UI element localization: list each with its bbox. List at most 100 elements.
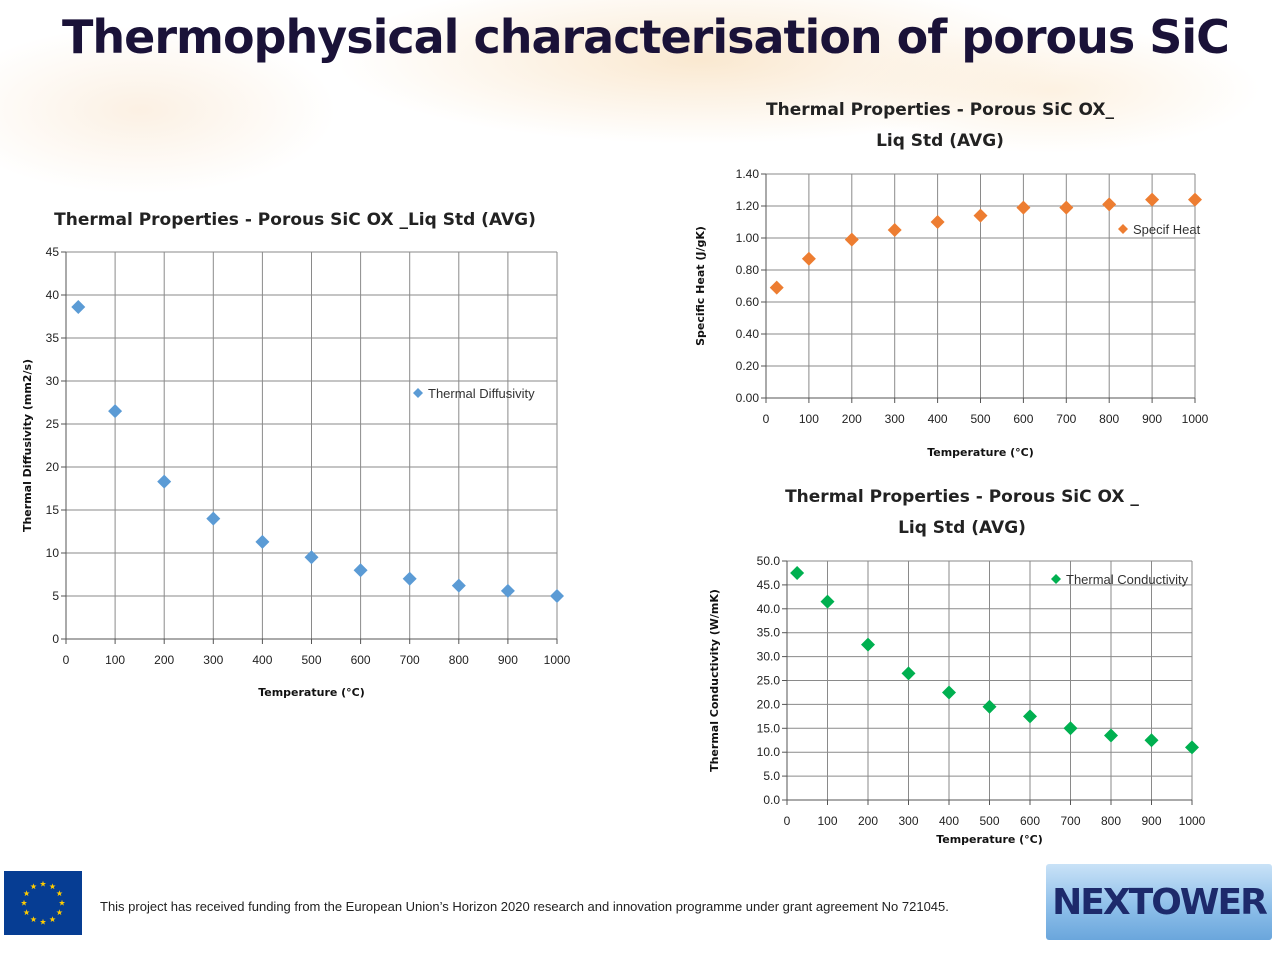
x-tick-label: 800 bbox=[1101, 814, 1121, 828]
data-point bbox=[500, 583, 515, 598]
eu-star-icon bbox=[39, 880, 47, 887]
x-tick-label: 400 bbox=[252, 653, 272, 667]
x-tick-label: 0 bbox=[63, 653, 70, 667]
x-axis-label: Temperature (°C) bbox=[927, 446, 1034, 459]
x-tick-label: 600 bbox=[351, 653, 371, 667]
y-tick-label: 15 bbox=[46, 503, 60, 517]
x-tick-label: 600 bbox=[1020, 814, 1040, 828]
x-tick-label: 700 bbox=[1060, 814, 1080, 828]
eu-star-icon bbox=[30, 916, 37, 923]
y-axis-label: Specific Heat (J/gK) bbox=[694, 226, 707, 346]
x-tick-label: 100 bbox=[817, 814, 837, 828]
data-point bbox=[844, 232, 859, 247]
chart-title: Liq Std (AVG) bbox=[876, 131, 1004, 151]
eu-flag-icon bbox=[4, 871, 82, 935]
legend-marker bbox=[1051, 574, 1061, 584]
legend-label: Thermal Diffusivity bbox=[428, 386, 535, 401]
x-axis-label: Temperature (°C) bbox=[936, 833, 1043, 846]
y-tick-label: 0.60 bbox=[736, 295, 760, 309]
data-point bbox=[304, 550, 319, 565]
data-point bbox=[901, 666, 916, 681]
x-tick-label: 100 bbox=[105, 653, 125, 667]
data-point bbox=[790, 565, 805, 580]
x-tick-label: 0 bbox=[763, 412, 770, 426]
x-tick-label: 200 bbox=[858, 814, 878, 828]
eu-star-icon bbox=[20, 899, 28, 906]
data-point bbox=[1063, 721, 1078, 736]
y-tick-label: 50.0 bbox=[757, 554, 781, 568]
x-tick-label: 400 bbox=[939, 814, 959, 828]
x-tick-label: 300 bbox=[885, 412, 905, 426]
eu-star-icon bbox=[56, 890, 63, 897]
chart-thermal-diffusivity: Thermal Properties - Porous SiC OX _Liq … bbox=[21, 210, 571, 699]
data-point bbox=[1185, 740, 1199, 755]
chart-thermal-conductivity: Thermal Properties - Porous SiC OX _ Liq … bbox=[708, 487, 1206, 846]
x-axis-label: Temperature (°C) bbox=[258, 686, 365, 699]
legend-marker bbox=[1118, 224, 1128, 234]
y-tick-label: 45.0 bbox=[757, 578, 781, 592]
chart-title: Thermal Properties - Porous SiC OX_ bbox=[766, 100, 1114, 120]
chart-title: Thermal Properties - Porous SiC OX _ bbox=[785, 487, 1139, 507]
x-tick-label: 1000 bbox=[544, 653, 571, 667]
y-tick-label: 5 bbox=[52, 589, 59, 603]
data-point bbox=[930, 215, 945, 229]
data-point bbox=[887, 223, 902, 237]
data-point bbox=[1023, 709, 1037, 724]
data-point bbox=[861, 637, 875, 652]
data-point bbox=[206, 511, 221, 526]
y-axis-label: Thermal Diffusivity (mm2/s) bbox=[21, 359, 34, 532]
x-tick-label: 1000 bbox=[1182, 412, 1209, 426]
y-tick-label: 1.00 bbox=[736, 231, 760, 245]
data-point bbox=[973, 208, 988, 223]
data-point bbox=[982, 699, 997, 714]
data-point bbox=[71, 300, 86, 315]
data-point bbox=[108, 404, 123, 419]
y-tick-label: 25 bbox=[46, 417, 60, 431]
y-tick-label: 40 bbox=[46, 288, 60, 302]
x-tick-label: 200 bbox=[842, 412, 862, 426]
y-tick-label: 1.20 bbox=[736, 199, 760, 213]
data-point bbox=[820, 594, 835, 609]
data-point bbox=[1102, 197, 1117, 212]
y-tick-label: 20 bbox=[46, 460, 60, 474]
data-point bbox=[1016, 200, 1031, 215]
y-tick-label: 15.0 bbox=[757, 721, 781, 735]
chart-specific-heat: Thermal Properties - Porous SiC OX_ Liq S… bbox=[694, 100, 1209, 459]
data-point bbox=[255, 534, 270, 549]
y-tick-label: 25.0 bbox=[757, 674, 781, 688]
funding-statement: This project has received funding from t… bbox=[100, 899, 949, 914]
slide-title: Thermophysical characterisation of porou… bbox=[62, 10, 1230, 64]
x-tick-label: 500 bbox=[979, 814, 999, 828]
data-point bbox=[402, 571, 417, 586]
chart-title: Liq Std (AVG) bbox=[898, 518, 1026, 538]
x-tick-label: 1000 bbox=[1179, 814, 1206, 828]
x-tick-label: 0 bbox=[784, 814, 791, 828]
eu-star-icon bbox=[39, 918, 47, 925]
data-point bbox=[550, 589, 564, 603]
y-tick-label: 10 bbox=[46, 546, 60, 560]
data-point bbox=[942, 685, 956, 700]
x-tick-label: 200 bbox=[154, 653, 174, 667]
y-tick-label: 0.20 bbox=[736, 359, 760, 373]
x-tick-label: 800 bbox=[1099, 412, 1119, 426]
eu-star-icon bbox=[56, 909, 63, 916]
y-tick-label: 35 bbox=[46, 331, 60, 345]
y-tick-label: 1.40 bbox=[736, 167, 760, 181]
chart-title: Thermal Properties - Porous SiC OX _Liq … bbox=[54, 210, 536, 230]
x-tick-label: 900 bbox=[1142, 412, 1162, 426]
y-tick-label: 0.80 bbox=[736, 263, 760, 277]
x-tick-label: 300 bbox=[203, 653, 223, 667]
nextower-logo: NEXTOWER bbox=[1046, 864, 1272, 940]
y-tick-label: 40.0 bbox=[757, 602, 781, 616]
x-tick-label: 900 bbox=[498, 653, 518, 667]
y-tick-label: 35.0 bbox=[757, 626, 781, 640]
data-point bbox=[157, 474, 172, 489]
eu-star-icon bbox=[30, 883, 37, 890]
x-tick-label: 500 bbox=[301, 653, 321, 667]
y-tick-label: 0.40 bbox=[736, 327, 760, 341]
y-tick-label: 30.0 bbox=[757, 650, 781, 664]
data-point bbox=[451, 578, 466, 593]
legend-label: Thermal Conductivity bbox=[1066, 572, 1189, 587]
legend-marker bbox=[413, 388, 423, 398]
y-tick-label: 30 bbox=[46, 374, 60, 388]
